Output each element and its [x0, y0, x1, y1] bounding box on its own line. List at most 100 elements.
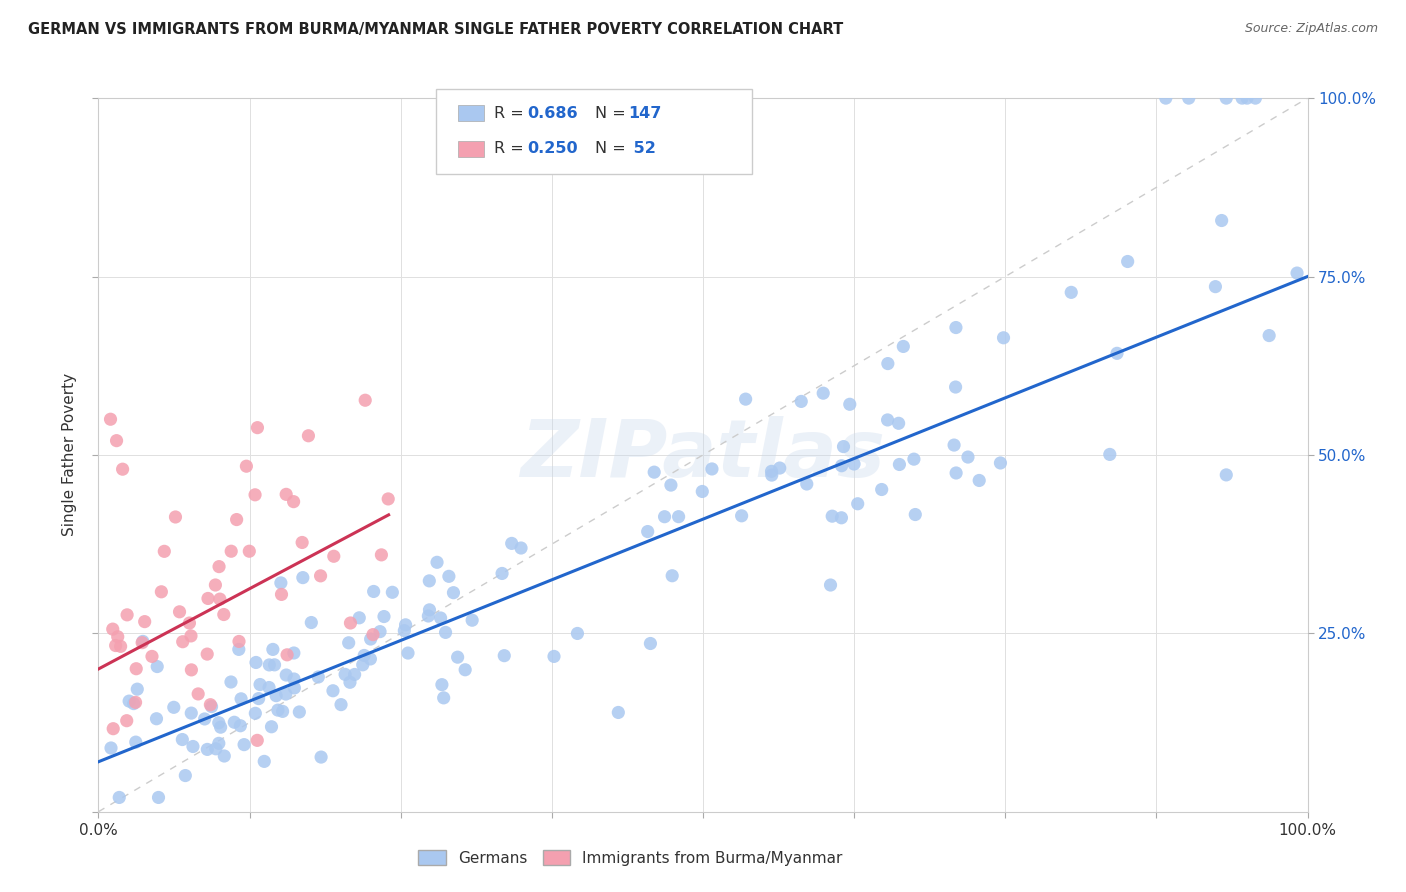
Point — [274, 687, 297, 701]
Point — [381, 585, 404, 599]
Point — [180, 706, 202, 720]
Point — [426, 555, 449, 569]
Point — [967, 474, 990, 488]
Point — [433, 690, 456, 705]
Point — [339, 615, 361, 630]
Point — [110, 640, 132, 654]
Legend: Germans, Immigrants from Burma/Myanmar: Germans, Immigrants from Burma/Myanmar — [412, 844, 849, 871]
Point — [270, 575, 292, 590]
Point — [339, 675, 361, 690]
Point — [276, 668, 298, 682]
Point — [309, 569, 332, 583]
Point — [1236, 91, 1258, 105]
Point — [271, 705, 294, 719]
Point — [247, 691, 270, 706]
Point — [283, 494, 305, 508]
Point — [668, 509, 690, 524]
Point — [1154, 91, 1177, 105]
Point — [131, 635, 153, 649]
Point — [640, 636, 662, 650]
Point — [446, 650, 468, 665]
Point — [291, 535, 314, 549]
Y-axis label: Single Father Poverty: Single Father Poverty — [62, 374, 77, 536]
Point — [205, 741, 228, 756]
Point — [245, 656, 267, 670]
Point — [125, 662, 148, 676]
Point — [180, 629, 202, 643]
Point — [172, 634, 194, 648]
Point — [360, 632, 382, 646]
Point — [219, 675, 242, 690]
Point — [1204, 279, 1226, 293]
Point — [368, 624, 391, 639]
Point — [104, 639, 127, 653]
Point — [115, 714, 138, 728]
Point — [208, 736, 231, 750]
Point — [842, 457, 865, 471]
Point — [945, 320, 967, 334]
Point — [1244, 91, 1267, 105]
Point — [887, 417, 910, 431]
Point — [434, 625, 457, 640]
Point — [141, 649, 163, 664]
Point — [370, 548, 392, 562]
Point — [212, 607, 235, 622]
Point — [690, 484, 713, 499]
Point — [1215, 91, 1237, 105]
Point — [429, 611, 451, 625]
Point — [299, 615, 322, 630]
Text: 52: 52 — [628, 142, 657, 156]
Point — [181, 739, 204, 754]
Point — [943, 438, 966, 452]
Point — [846, 497, 869, 511]
Point — [830, 510, 852, 524]
Point — [796, 477, 818, 491]
Point — [1177, 91, 1199, 105]
Point — [394, 617, 416, 632]
Point — [283, 646, 305, 660]
Point — [208, 715, 231, 730]
Point — [111, 462, 134, 476]
Point — [174, 768, 197, 782]
Text: Source: ZipAtlas.com: Source: ZipAtlas.com — [1244, 22, 1378, 36]
Point — [396, 646, 419, 660]
Point — [889, 458, 911, 472]
Point — [437, 569, 460, 583]
Point — [163, 700, 186, 714]
Point — [309, 750, 332, 764]
Point — [124, 695, 146, 709]
Point — [107, 630, 129, 644]
Point — [1286, 266, 1309, 280]
Point — [333, 667, 356, 681]
Point — [208, 592, 231, 607]
Point — [283, 672, 305, 686]
Point — [945, 380, 967, 394]
Point — [150, 584, 173, 599]
Point — [108, 790, 131, 805]
Point — [945, 466, 967, 480]
Text: N =: N = — [595, 106, 631, 120]
Point — [262, 642, 284, 657]
Point — [700, 462, 723, 476]
Point — [200, 699, 222, 714]
Point — [567, 626, 589, 640]
Point — [1215, 467, 1237, 482]
Point — [169, 605, 191, 619]
Point — [1116, 254, 1139, 268]
Point — [297, 429, 319, 443]
Point — [179, 615, 201, 630]
Point — [430, 678, 453, 692]
Text: N =: N = — [595, 142, 631, 156]
Point — [276, 487, 298, 501]
Point — [233, 738, 256, 752]
Point — [354, 393, 377, 408]
Point — [352, 657, 374, 672]
Point — [643, 465, 665, 479]
Point — [195, 742, 218, 756]
Point — [418, 609, 440, 624]
Text: 147: 147 — [628, 106, 662, 120]
Point — [195, 647, 218, 661]
Point — [322, 549, 344, 564]
Point — [607, 706, 630, 720]
Point — [361, 627, 384, 641]
